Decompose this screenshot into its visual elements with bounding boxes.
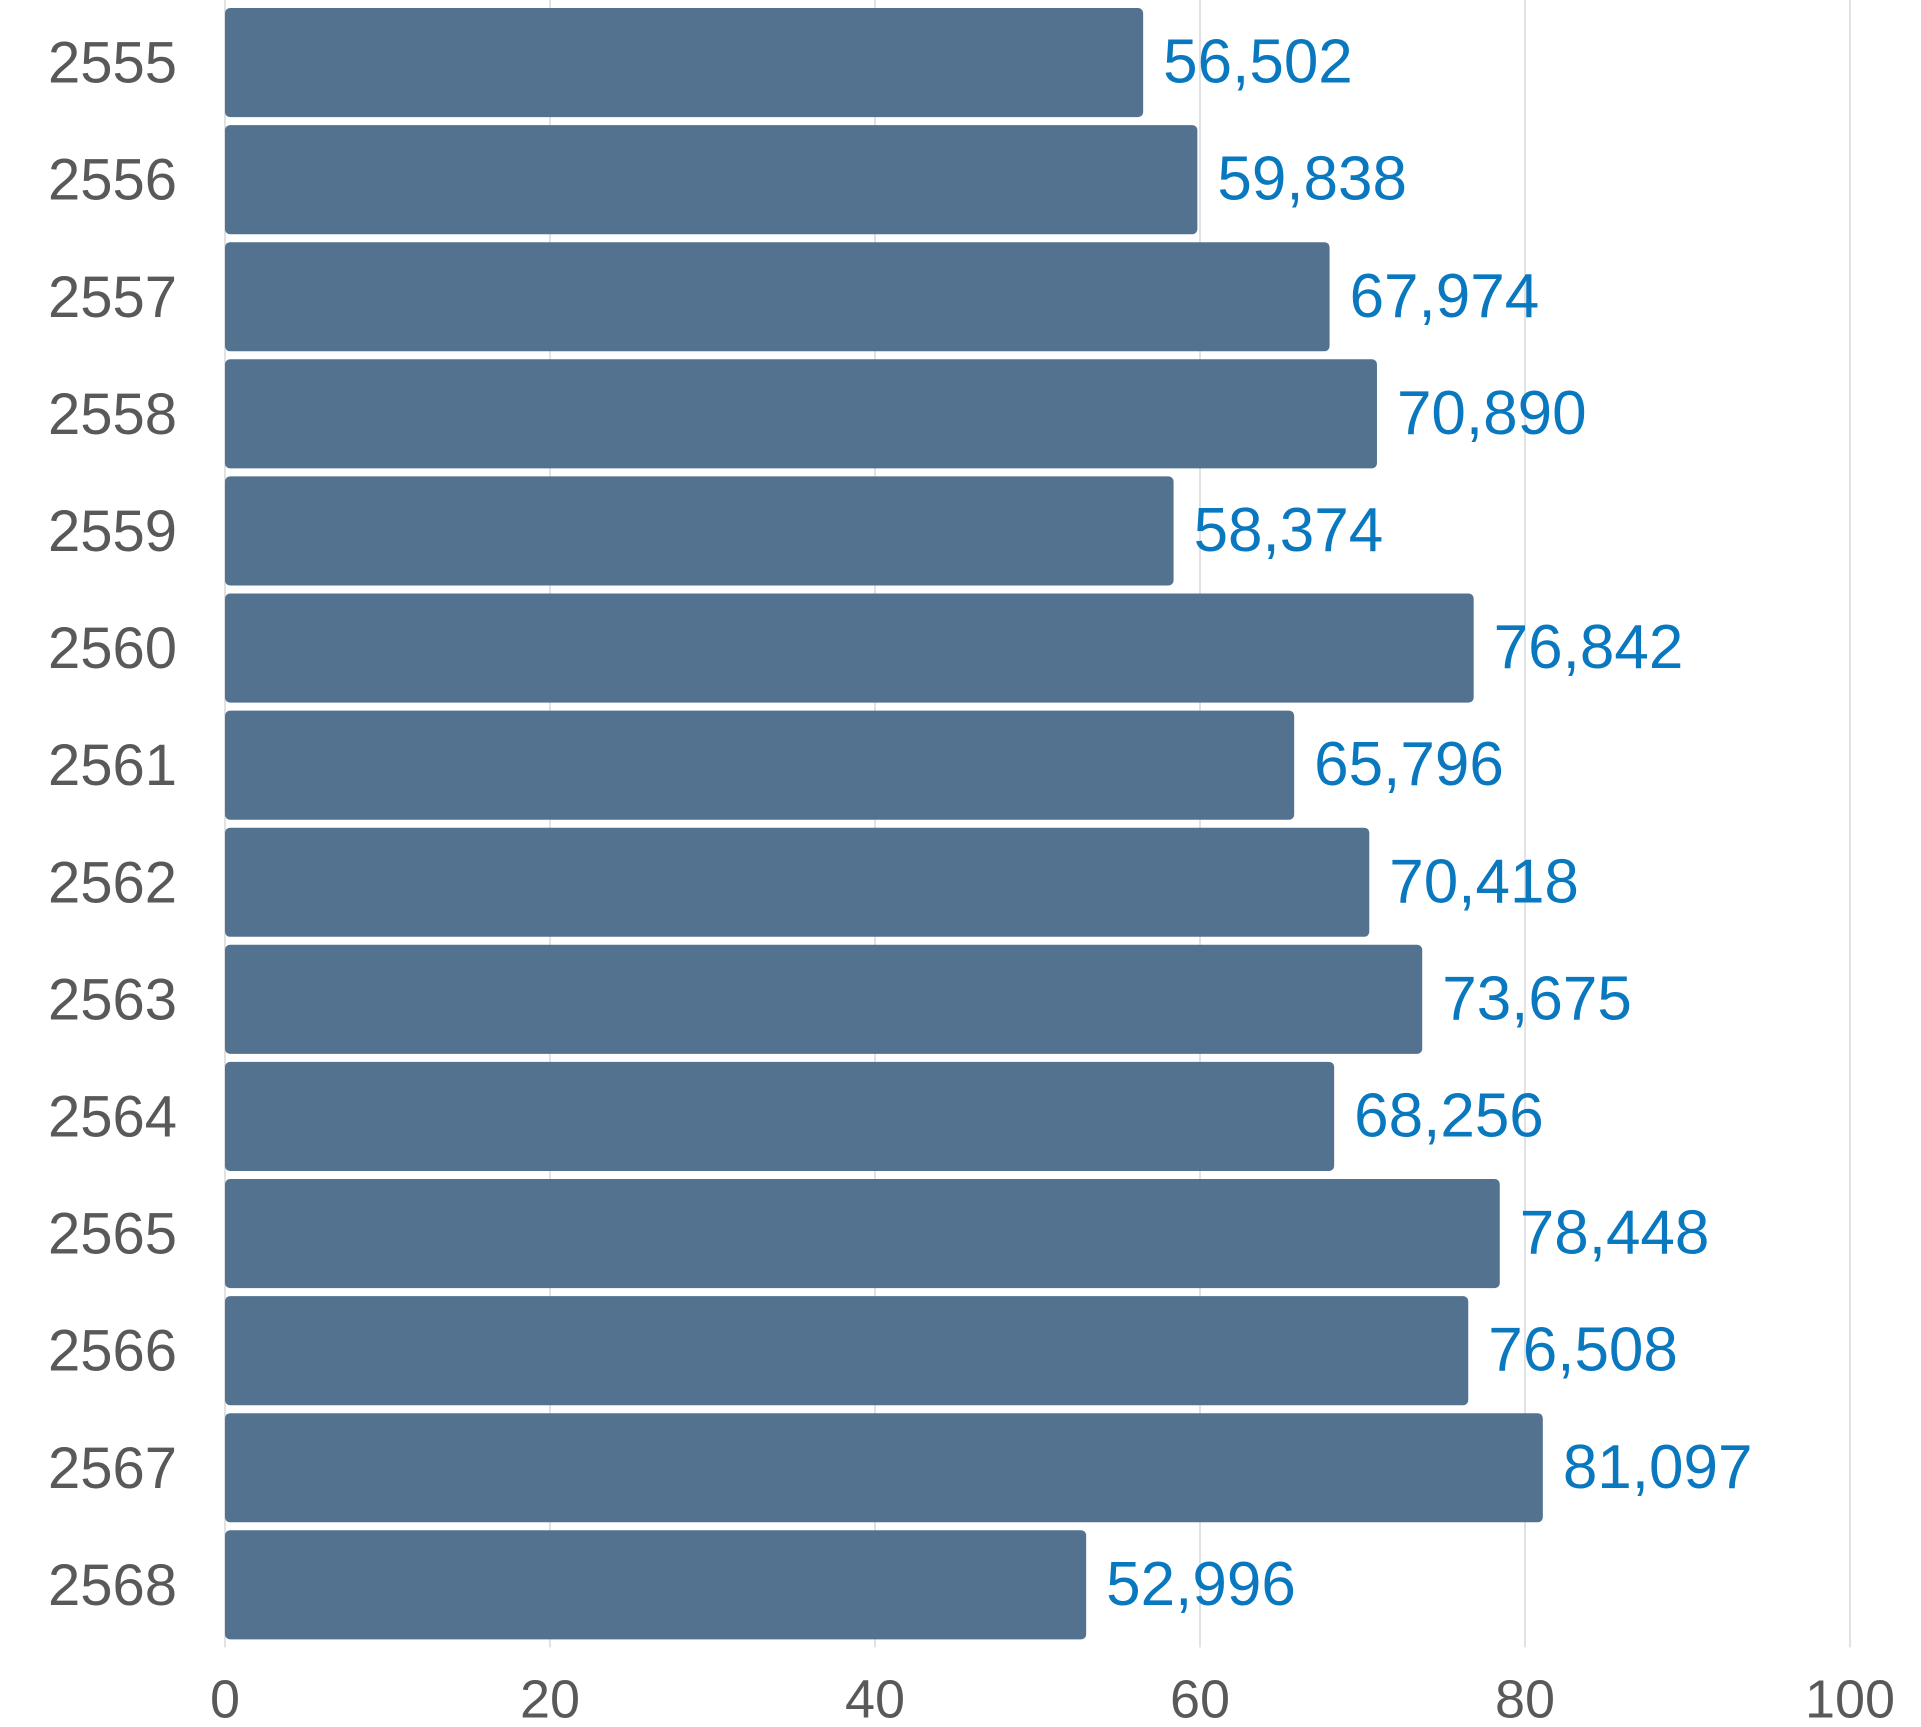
x-tick-label: 80 — [1495, 1669, 1555, 1722]
y-category-label: 2560 — [48, 616, 177, 681]
x-tick-label: 20 — [520, 1669, 580, 1722]
bar-2566 — [225, 1296, 1469, 1406]
bar-2557 — [225, 242, 1330, 352]
data-label: 81,097 — [1563, 1433, 1753, 1502]
data-label: 73,675 — [1442, 964, 1632, 1033]
y-category-label: 2559 — [48, 499, 177, 564]
y-category-label: 2565 — [48, 1202, 177, 1267]
y-category-label: 2558 — [48, 382, 177, 447]
data-label: 70,418 — [1389, 847, 1579, 916]
bar-2556 — [225, 125, 1198, 235]
y-category-label: 2566 — [48, 1319, 177, 1384]
bar-2559 — [225, 476, 1174, 586]
bar-2564 — [225, 1061, 1335, 1171]
data-label: 68,256 — [1354, 1081, 1544, 1150]
data-label: 76,842 — [1494, 613, 1684, 682]
data-label: 70,890 — [1397, 379, 1587, 448]
y-category-label: 2567 — [48, 1436, 177, 1501]
bar-2558 — [225, 359, 1377, 469]
data-label: 58,374 — [1194, 496, 1384, 565]
data-label: 59,838 — [1217, 145, 1407, 214]
y-category-label: 2564 — [48, 1084, 177, 1149]
data-label: 76,508 — [1488, 1316, 1678, 1385]
bar-2562 — [225, 827, 1370, 937]
x-tick-label: 40 — [845, 1669, 905, 1722]
y-category-label: 2563 — [48, 967, 177, 1032]
y-category-label: 2562 — [48, 850, 177, 915]
bar-2567 — [225, 1413, 1543, 1523]
bar-2563 — [225, 944, 1423, 1054]
bar-2555 — [225, 8, 1144, 118]
data-label: 67,974 — [1350, 262, 1540, 331]
x-tick-label: 60 — [1170, 1669, 1230, 1722]
x-tick-label: 0 — [210, 1669, 240, 1722]
bar-2565 — [225, 1179, 1500, 1289]
y-category-label: 2557 — [48, 265, 177, 330]
y-axis-category-labels: 2555 2556 2557 2558 2559 2560 2561 2562 2563 2564… — [48, 31, 177, 1618]
y-category-label: 2556 — [48, 148, 177, 213]
bar-2568 — [225, 1530, 1087, 1640]
bar-2560 — [225, 593, 1474, 703]
bar-2561 — [225, 710, 1295, 820]
data-label: 78,448 — [1520, 1199, 1710, 1268]
data-label: 56,502 — [1163, 28, 1353, 97]
x-tick-label: 100 — [1805, 1669, 1895, 1722]
bars — [225, 8, 1543, 1640]
x-axis-tick-labels: 0 20 40 60 80 100 — [210, 1669, 1895, 1727]
y-category-label: 2555 — [48, 31, 177, 96]
y-category-label: 2568 — [48, 1553, 177, 1618]
data-label: 65,796 — [1314, 730, 1504, 799]
data-label: 52,996 — [1106, 1550, 1296, 1619]
y-category-label: 2561 — [48, 733, 177, 798]
